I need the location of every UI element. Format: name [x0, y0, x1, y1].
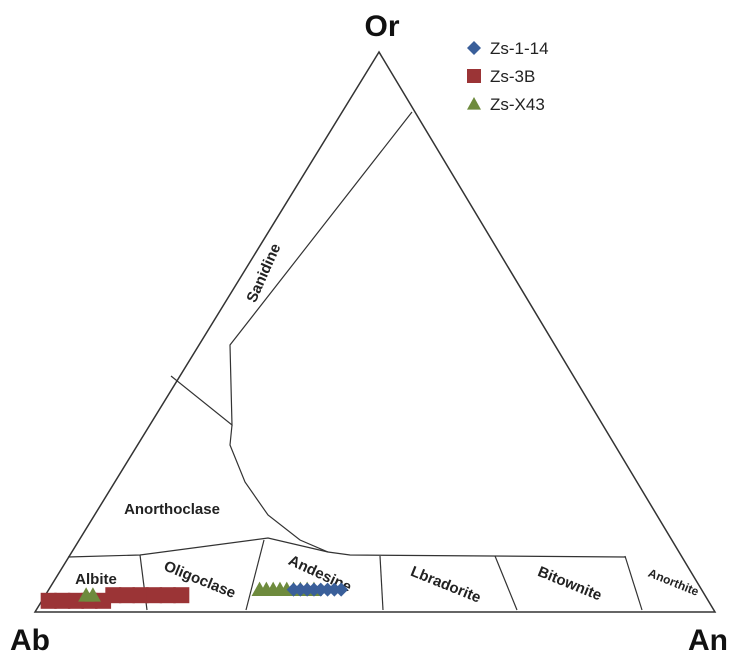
data-point — [132, 587, 149, 604]
legend: Zs-1-14 Zs-3B Zs-X43 — [467, 39, 549, 114]
field-label-bytownite: Bitownite — [535, 563, 604, 604]
andesine-labradorite-divider — [379, 555, 384, 611]
field-label-sanidine: Sanidine — [243, 241, 284, 305]
data-point — [40, 592, 57, 609]
data-point — [67, 592, 84, 609]
field-label-albite: Albite — [75, 571, 117, 588]
field-label-anorthoclase: Anorthoclase — [124, 501, 220, 518]
labradorite-bytownite-divider — [494, 555, 518, 611]
vertex-label-an: An — [688, 624, 728, 657]
vertex-label-ab: Ab — [10, 624, 50, 657]
ternary-triangle-outline — [33, 50, 717, 613]
legend-label: Zs-1-14 — [490, 39, 549, 58]
legend-entry: Zs-1-14 — [467, 39, 549, 58]
data-point — [173, 587, 190, 604]
data-point — [54, 592, 71, 609]
series-zs-3b — [40, 587, 190, 609]
data-point — [105, 587, 122, 604]
data-point — [118, 587, 135, 604]
data-point — [146, 587, 163, 604]
series-zs-1-14 — [286, 582, 349, 597]
legend-label: Zs-3B — [490, 67, 535, 86]
legend-marker — [467, 41, 481, 55]
anorthoclase-field-boundary — [229, 424, 626, 558]
data-point — [159, 587, 176, 604]
legend-label: Zs-X43 — [490, 95, 545, 114]
legend-marker — [467, 69, 481, 83]
legend-marker — [467, 97, 481, 110]
field-label-labradorite: Lbradorite — [408, 563, 483, 607]
field-label-anorthite: Anorthite — [646, 566, 701, 599]
vertex-label-or: Or — [364, 10, 399, 43]
lower-band-boundary — [67, 537, 329, 558]
data-points — [40, 581, 349, 609]
sanidine-field-boundary — [170, 111, 413, 427]
data-point — [334, 582, 349, 597]
oligoclase-andesine-divider — [245, 539, 265, 611]
data-point — [84, 587, 101, 602]
bytownite-anorthite-divider — [624, 555, 643, 611]
legend-entry: Zs-3B — [467, 67, 535, 86]
legend-entry: Zs-X43 — [467, 95, 545, 114]
